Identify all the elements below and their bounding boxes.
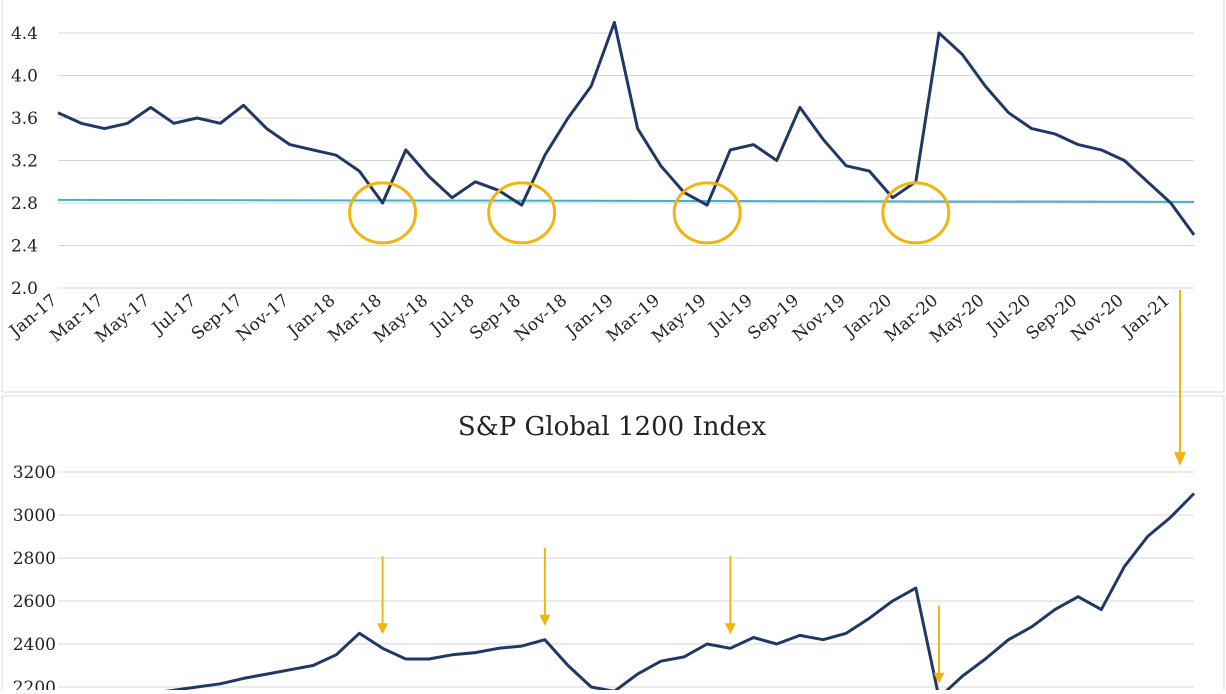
top-y-tick-label: 4.4 xyxy=(11,24,38,44)
bottom-y-tick-label: 3200 xyxy=(13,463,56,483)
top-series-line xyxy=(57,20,1196,236)
top-y-tick-label: 2.0 xyxy=(11,279,38,299)
peak-arrow-head xyxy=(377,623,389,635)
top-y-tick-label: 3.2 xyxy=(11,152,38,172)
peak-arrow-head xyxy=(933,672,945,684)
peak-arrow-head xyxy=(539,614,551,626)
top-y-tick-label: 4.0 xyxy=(11,67,38,87)
highlight-circle xyxy=(672,181,742,245)
bottom-y-tick-label: 2200 xyxy=(13,678,56,690)
bottom-chart-title: S&P Global 1200 Index xyxy=(458,412,767,442)
highlight-circle xyxy=(348,181,418,245)
bottom-y-tick-label: 3000 xyxy=(13,506,56,526)
highlight-circle xyxy=(881,181,951,245)
top-y-tick-label: 3.6 xyxy=(11,109,38,129)
connector-arrow-head xyxy=(1174,452,1186,466)
bottom-y-tick-label: 2400 xyxy=(13,635,56,655)
reference-line xyxy=(57,198,1195,203)
peak-arrow-head xyxy=(724,623,736,635)
bottom-chart: 2200 2400 2600 2800 3000 3200 xyxy=(13,463,1196,694)
bottom-y-tick-label: 2600 xyxy=(13,592,56,612)
top-y-tick-label: 2.4 xyxy=(11,237,38,257)
bottom-series-line xyxy=(139,492,1196,694)
highlight-circle xyxy=(487,181,557,245)
top-y-tick-label: 2.8 xyxy=(11,194,38,214)
bottom-y-tick-label: 2800 xyxy=(13,549,56,569)
